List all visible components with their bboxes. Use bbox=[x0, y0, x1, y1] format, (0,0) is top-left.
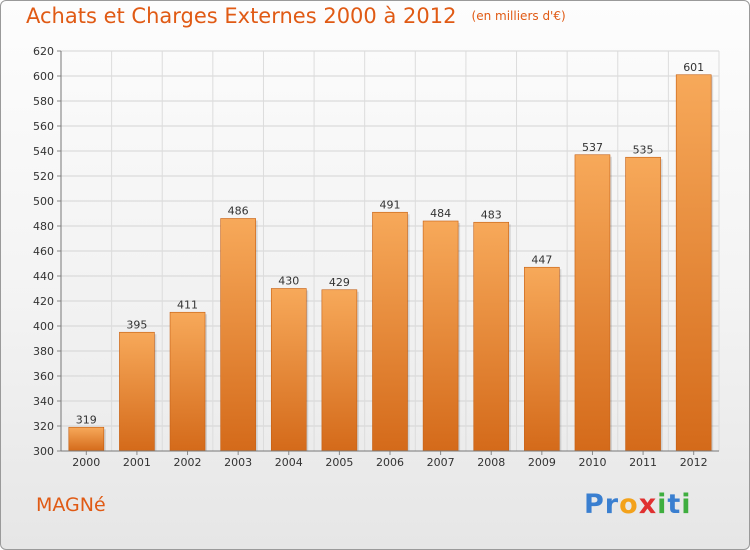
value-label: 484 bbox=[430, 207, 451, 220]
bar-2006 bbox=[372, 211, 408, 452]
y-tick-label: 320 bbox=[33, 420, 54, 433]
bar-2001 bbox=[119, 331, 155, 452]
y-tick-label: 620 bbox=[33, 45, 54, 58]
logo-letter: r bbox=[604, 489, 620, 520]
x-tick-label: 2010 bbox=[578, 456, 606, 469]
proxiti-logo[interactable]: Proxiti bbox=[584, 489, 692, 520]
y-tick-label: 560 bbox=[33, 120, 54, 133]
x-tick-label: 2000 bbox=[72, 456, 100, 469]
logo-letter: o bbox=[619, 489, 639, 520]
x-tick-label: 2001 bbox=[123, 456, 151, 469]
y-tick-label: 480 bbox=[33, 220, 54, 233]
bar-2002 bbox=[169, 311, 206, 452]
y-tick-label: 300 bbox=[33, 445, 54, 458]
logo-letter: t bbox=[667, 489, 682, 520]
value-label: 601 bbox=[683, 61, 704, 74]
x-tick-label: 2006 bbox=[376, 456, 404, 469]
y-tick-label: 380 bbox=[33, 345, 54, 358]
bar-2000 bbox=[68, 426, 105, 452]
y-tick-label: 340 bbox=[33, 395, 54, 408]
x-tick-label: 2011 bbox=[629, 456, 657, 469]
logo-letter: i bbox=[657, 489, 668, 520]
value-label: 535 bbox=[633, 143, 654, 156]
bar-2009 bbox=[524, 266, 560, 452]
logo-letter: x bbox=[638, 489, 658, 520]
y-tick-label: 360 bbox=[33, 370, 54, 383]
y-tick-label: 440 bbox=[33, 270, 54, 283]
bar-2010 bbox=[574, 154, 611, 452]
x-tick-label: 2003 bbox=[224, 456, 252, 469]
x-tick-label: 2012 bbox=[680, 456, 708, 469]
bar-2008 bbox=[473, 221, 510, 452]
value-label: 447 bbox=[531, 253, 552, 266]
bar-2012 bbox=[675, 74, 712, 452]
value-label: 429 bbox=[329, 276, 350, 289]
y-tick-label: 420 bbox=[33, 295, 54, 308]
logo-letter: i bbox=[681, 489, 692, 520]
bar-2004 bbox=[270, 288, 307, 452]
logo-letter: P bbox=[584, 489, 605, 520]
value-label: 430 bbox=[278, 275, 299, 288]
chart-unit: (en milliers d'€) bbox=[471, 9, 566, 23]
y-tick-label: 600 bbox=[33, 70, 54, 83]
x-tick-label: 2008 bbox=[477, 456, 505, 469]
value-label: 537 bbox=[582, 141, 603, 154]
x-tick-label: 2002 bbox=[174, 456, 202, 469]
value-label: 491 bbox=[380, 198, 401, 211]
value-label: 395 bbox=[126, 318, 147, 331]
chart-title: Achats et Charges Externes 2000 à 2012 bbox=[26, 4, 457, 28]
chart-title-block: Achats et Charges Externes 2000 à 2012 (… bbox=[26, 4, 566, 28]
bar-2005 bbox=[321, 289, 358, 452]
y-tick-label: 540 bbox=[33, 145, 54, 158]
value-label: 411 bbox=[177, 298, 198, 311]
commune-name: MAGNé bbox=[36, 494, 106, 516]
y-tick-label: 400 bbox=[33, 320, 54, 333]
y-tick-label: 460 bbox=[33, 245, 54, 258]
y-tick-label: 500 bbox=[33, 195, 54, 208]
x-tick-label: 2007 bbox=[427, 456, 455, 469]
bar-2003 bbox=[220, 218, 256, 452]
y-tick-label: 520 bbox=[33, 170, 54, 183]
value-label: 483 bbox=[481, 208, 502, 221]
x-tick-label: 2005 bbox=[325, 456, 353, 469]
value-label: 486 bbox=[228, 205, 249, 218]
bar-2011 bbox=[625, 156, 661, 452]
x-tick-label: 2009 bbox=[528, 456, 556, 469]
value-label: 319 bbox=[76, 413, 97, 426]
x-tick-label: 2004 bbox=[275, 456, 303, 469]
y-tick-label: 580 bbox=[33, 95, 54, 108]
bar-2007 bbox=[422, 220, 459, 452]
